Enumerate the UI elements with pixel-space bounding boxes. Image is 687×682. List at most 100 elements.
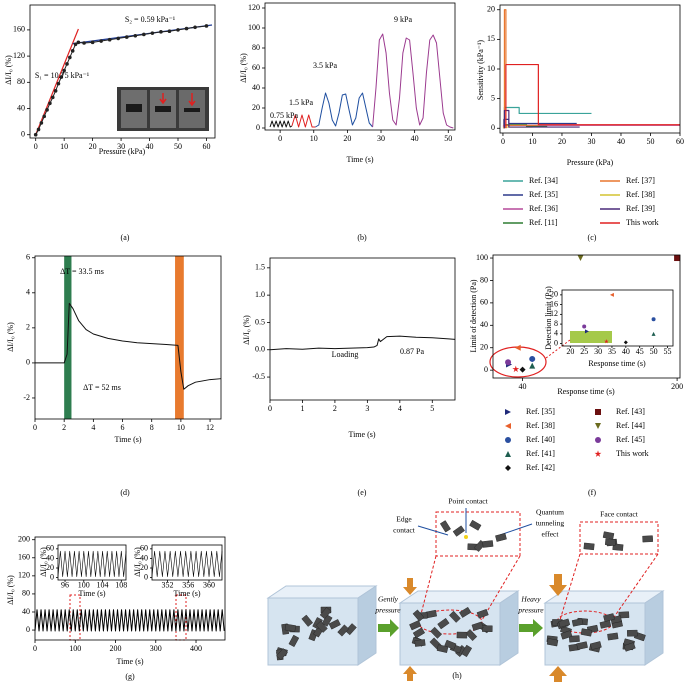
y-tick-label: 0 bbox=[144, 572, 148, 581]
y-tick-label: 100 bbox=[248, 23, 260, 32]
label: Face contact bbox=[600, 510, 639, 519]
legend-label: Ref. [41] bbox=[526, 449, 555, 458]
x-tick-label: 0 bbox=[278, 134, 282, 143]
y-tick-label: 20 bbox=[550, 290, 558, 299]
x-tick-label: 4 bbox=[398, 404, 402, 413]
y-tick-label: 1.0 bbox=[255, 290, 265, 299]
y-tick-label: 0.0 bbox=[255, 345, 265, 354]
panel-label: (a) bbox=[121, 233, 130, 242]
particle bbox=[603, 613, 615, 622]
y-tick-label: 0 bbox=[26, 358, 30, 367]
force-arrow bbox=[403, 578, 417, 595]
x-tick-label: 50 bbox=[646, 137, 654, 146]
data-line bbox=[503, 109, 580, 129]
legend-label: Ref. [42] bbox=[526, 463, 555, 472]
data-point bbox=[39, 121, 44, 125]
zoom-line bbox=[481, 555, 521, 621]
data-point bbox=[184, 26, 189, 31]
y-tick-label: 0 bbox=[484, 365, 488, 374]
data-point bbox=[150, 31, 155, 35]
y-axis-label: ΔI/I₀ (%) bbox=[239, 53, 248, 83]
particle bbox=[560, 630, 573, 640]
particle bbox=[571, 618, 584, 627]
x-axis-label: Pressure (kPa) bbox=[567, 158, 614, 167]
x-axis-label: Response time (s) bbox=[588, 359, 646, 368]
data-point bbox=[76, 40, 81, 45]
y-tick-label: 6 bbox=[26, 253, 30, 262]
legend-marker bbox=[505, 465, 511, 471]
x-tick-label: 2 bbox=[62, 423, 66, 432]
x-tick-label: 10 bbox=[177, 423, 185, 432]
particle bbox=[618, 611, 630, 619]
x-tick-label: 30 bbox=[594, 347, 602, 356]
data-line bbox=[291, 114, 316, 128]
data-point bbox=[529, 362, 536, 369]
particle bbox=[471, 621, 484, 631]
y-tick-label: 15 bbox=[487, 34, 495, 43]
data-point bbox=[73, 42, 78, 47]
particle bbox=[461, 644, 473, 658]
y-tick-label: 60 bbox=[140, 544, 148, 553]
y-tick-label: -0.5 bbox=[252, 372, 265, 381]
x-axis-label: Time (s) bbox=[346, 155, 373, 164]
particle bbox=[482, 540, 494, 548]
annotation: Loading bbox=[332, 350, 359, 359]
x-tick-label: 40 bbox=[146, 142, 154, 151]
x-tick-label: 3 bbox=[365, 404, 369, 413]
y-tick-label: 0 bbox=[491, 123, 495, 132]
y-tick-label: 1.5 bbox=[255, 263, 265, 272]
x-axis-label: Pressure (kPa) bbox=[99, 147, 146, 156]
legend-label: This work bbox=[616, 449, 649, 458]
x-tick-label: 40 bbox=[519, 382, 527, 391]
y-tick-label: 120 bbox=[248, 3, 260, 12]
y-axis-label: ΔI/I₀ (%) bbox=[4, 55, 13, 85]
x-tick-label: 0 bbox=[268, 404, 272, 413]
data-point bbox=[582, 324, 587, 329]
data-point bbox=[116, 36, 121, 41]
x-axis-label: Time (s) bbox=[173, 589, 200, 598]
particle bbox=[558, 618, 571, 628]
y-tick-label: 4 bbox=[554, 329, 558, 338]
x-tick-label: 4 bbox=[91, 423, 95, 432]
particle bbox=[642, 535, 654, 543]
particle bbox=[276, 648, 288, 661]
annotation: 9 kPa bbox=[394, 15, 412, 24]
photo-detail bbox=[155, 106, 171, 112]
data-point bbox=[56, 81, 61, 86]
y-tick-label: 8 bbox=[554, 319, 558, 328]
legend-label: Ref. [38] bbox=[626, 190, 655, 199]
y-tick-label: 60 bbox=[46, 544, 54, 553]
label: Heavy bbox=[520, 595, 541, 604]
annotation: 3.5 kPa bbox=[313, 61, 337, 70]
panel-label: (c) bbox=[588, 233, 597, 242]
data-line bbox=[269, 120, 293, 128]
x-axis-label: Response time (s) bbox=[557, 387, 615, 396]
connector bbox=[545, 339, 571, 359]
data-point bbox=[142, 32, 146, 37]
particle bbox=[607, 632, 619, 641]
y-tick-label: 4 bbox=[26, 288, 30, 297]
y-tick-label: -2 bbox=[23, 393, 30, 402]
data-point bbox=[68, 55, 72, 60]
legend-label: Ref. [36] bbox=[529, 204, 558, 213]
particle bbox=[482, 625, 493, 632]
y-tick-label: 160 bbox=[13, 25, 25, 34]
legend-label: Ref. [38] bbox=[526, 421, 555, 430]
y-tick-label: 80 bbox=[480, 275, 488, 284]
data-point bbox=[176, 28, 180, 32]
x-tick-label: 20 bbox=[558, 137, 566, 146]
particle bbox=[439, 520, 451, 533]
force-arrow bbox=[403, 666, 417, 681]
x-tick-label: 200 bbox=[671, 382, 683, 391]
y-tick-label: 0 bbox=[50, 572, 54, 581]
particle bbox=[328, 619, 341, 630]
legend-marker bbox=[505, 437, 511, 443]
particle bbox=[409, 620, 422, 631]
annotation: 0.87 Pa bbox=[400, 347, 424, 356]
data-line bbox=[34, 609, 225, 632]
data-point bbox=[107, 37, 112, 42]
y-tick-label: 40 bbox=[480, 320, 488, 329]
x-tick-label: 40 bbox=[617, 137, 625, 146]
